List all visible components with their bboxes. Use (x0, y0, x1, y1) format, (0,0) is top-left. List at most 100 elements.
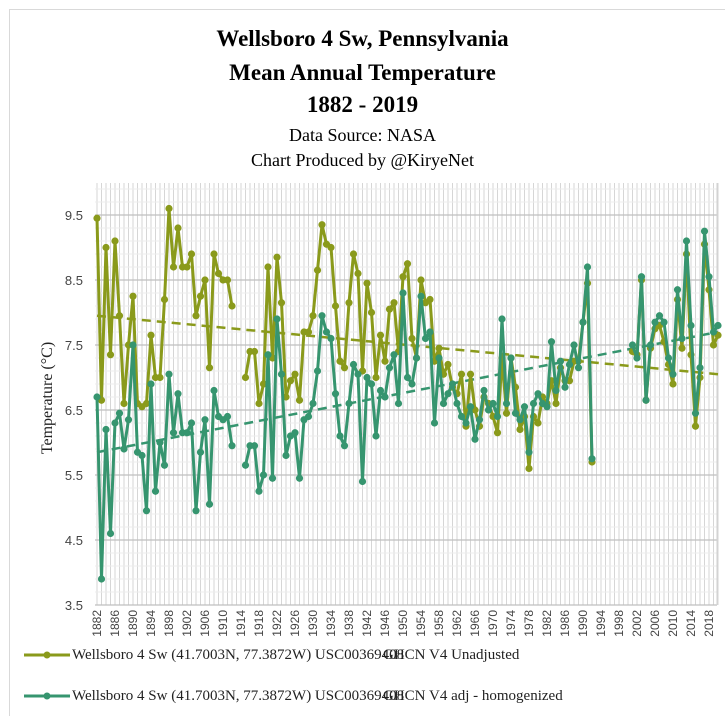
data-point (687, 321, 695, 330)
data-point (111, 237, 119, 245)
data-point (318, 312, 326, 320)
y-tick-label: 9.5 (65, 208, 83, 223)
x-tick-label: 2002 (630, 610, 644, 637)
data-point (291, 429, 299, 437)
data-point (552, 386, 560, 395)
x-tick-label: 1922 (270, 610, 284, 637)
data-point (327, 243, 335, 252)
data-point (336, 357, 344, 365)
legend-marker-unadjusted-icon (24, 651, 70, 659)
data-point (403, 373, 412, 382)
data-point (115, 409, 124, 417)
data-point (277, 370, 286, 378)
x-tick-label: 1958 (432, 610, 446, 637)
x-tick-label: 1918 (252, 610, 266, 637)
x-tick-label: 1906 (198, 610, 212, 637)
data-point (489, 399, 497, 408)
data-point (151, 487, 160, 495)
data-point (358, 477, 367, 486)
data-point (633, 354, 641, 362)
data-point (115, 312, 124, 320)
data-point (345, 399, 353, 408)
x-tick-label: 1990 (576, 610, 590, 637)
x-tick-label: 1962 (450, 610, 464, 637)
x-tick-label: 1926 (288, 610, 302, 637)
data-point (534, 390, 542, 398)
data-point (408, 380, 416, 388)
data-point (484, 406, 493, 414)
data-point (390, 299, 398, 307)
data-point (241, 373, 250, 382)
y-tick-labels: 3.5 4.5 5.5 6.5 7.5 8.5 9.5 (65, 208, 83, 613)
data-point (511, 409, 520, 417)
data-point (381, 393, 389, 401)
data-point (210, 386, 218, 395)
data-point (345, 299, 353, 307)
data-point (120, 399, 128, 408)
x-tick-label: 1934 (324, 610, 338, 637)
x-tick-label: 1950 (396, 610, 410, 637)
x-tick-label: 1938 (342, 610, 356, 637)
data-point (493, 429, 502, 437)
x-tick-label: 1886 (108, 610, 122, 637)
data-point (331, 302, 340, 310)
data-point (201, 416, 209, 424)
data-point (255, 399, 263, 408)
data-point (408, 334, 416, 343)
data-point (642, 396, 650, 404)
data-point (556, 357, 565, 365)
legend-item-unadjusted: Wellsboro 4 Sw (41.7003N, 77.3872W) USC0… (22, 645, 519, 665)
data-point (399, 289, 407, 297)
data-point (259, 380, 268, 388)
series-lines (93, 204, 722, 583)
data-point (183, 263, 191, 271)
data-point (372, 373, 380, 382)
chart-title-line3: 1882 - 2019 (306, 92, 419, 117)
data-point (457, 412, 466, 421)
x-tick-label: 1974 (504, 610, 518, 637)
data-point (516, 425, 524, 434)
series-line-segment (631, 229, 720, 415)
legend-marker-homogenized-icon (24, 692, 70, 700)
data-point (565, 360, 574, 369)
data-point (417, 292, 425, 300)
y-tick-label: 7.5 (65, 338, 83, 353)
x-tick-label: 1882 (90, 610, 104, 637)
data-point (259, 471, 268, 479)
x-tick-label: 1910 (216, 610, 230, 637)
data-point (165, 370, 173, 378)
data-point (543, 403, 551, 411)
data-point (340, 442, 349, 450)
data-point (520, 403, 529, 411)
x-tick-label: 1914 (234, 610, 248, 637)
legend-tag-homogenized: GHCN V4 adj - homogenized (383, 687, 563, 704)
data-point (349, 360, 358, 369)
data-point (529, 399, 538, 408)
chart-subtitle-credit: Chart Produced by @KiryeNet (250, 150, 475, 170)
data-point (502, 409, 511, 417)
data-point (376, 386, 385, 395)
data-point (430, 419, 439, 427)
data-point (376, 331, 385, 339)
data-point (435, 344, 443, 352)
x-tick-label: 1978 (522, 610, 536, 637)
data-point (417, 276, 425, 284)
data-point (264, 263, 272, 271)
data-point (678, 334, 686, 343)
x-tick-label: 2018 (702, 610, 716, 637)
data-point (169, 263, 178, 271)
data-point (147, 331, 155, 339)
data-point (97, 575, 106, 583)
data-point (327, 334, 335, 343)
data-point (457, 370, 466, 378)
data-point (228, 442, 236, 450)
data-point (142, 507, 151, 515)
data-point (588, 455, 596, 463)
x-tick-label: 1930 (306, 610, 320, 637)
data-point (646, 341, 655, 349)
y-tick-label: 6.5 (65, 403, 83, 418)
x-tick-label: 1966 (468, 610, 482, 637)
data-point (363, 279, 371, 287)
data-point (192, 312, 200, 320)
